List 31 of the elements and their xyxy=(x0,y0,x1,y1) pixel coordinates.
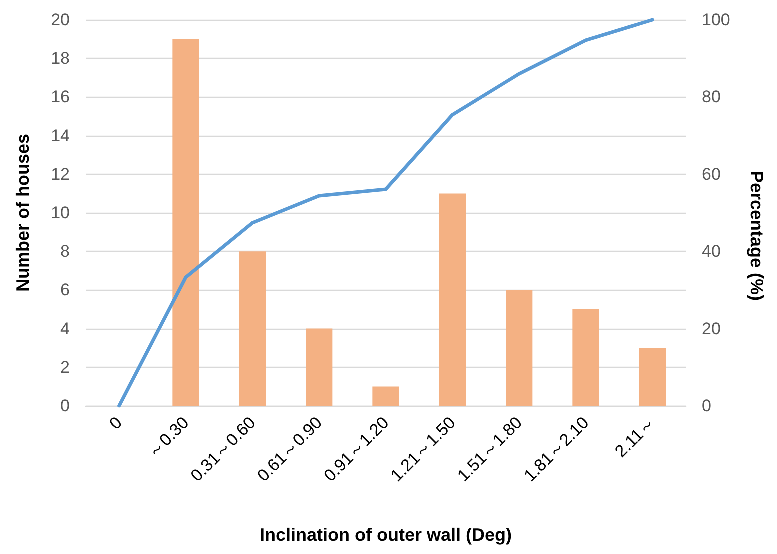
y-tick-label: 16 xyxy=(51,88,70,107)
y2-tick-label: 60 xyxy=(702,164,721,184)
bar xyxy=(639,348,666,406)
y-tick-label: 14 xyxy=(51,126,70,146)
bar xyxy=(306,328,333,406)
y-tick-label: 4 xyxy=(60,319,70,338)
y-tick-label: 2 xyxy=(60,358,70,377)
line-series xyxy=(118,18,654,408)
y-tick-label: 8 xyxy=(60,242,70,262)
bar xyxy=(439,194,466,406)
y-tick-label: 20 xyxy=(51,10,70,30)
y2-tick-label: 40 xyxy=(702,242,721,262)
x-tick-label: 2.11～ xyxy=(611,413,660,462)
x-axis-title: Inclination of outer wall (Deg) xyxy=(260,525,512,545)
bar xyxy=(572,310,600,406)
bar xyxy=(506,290,533,406)
y-tick-label: 6 xyxy=(60,280,70,300)
y2-tick-label: 100 xyxy=(702,10,730,30)
y-axis-title: Number of houses xyxy=(13,134,33,292)
bar xyxy=(172,39,200,406)
y2-tick-label: 20 xyxy=(702,319,721,338)
bar xyxy=(239,252,266,406)
bar xyxy=(372,386,400,406)
y-tick-label: 0 xyxy=(60,396,70,416)
y2-axis-title: Percentage (%) xyxy=(747,170,767,302)
y2-tick-label: 80 xyxy=(702,88,721,107)
y-tick-label: 18 xyxy=(51,49,70,68)
y-tick-label: 12 xyxy=(51,164,70,184)
x-tick-label: 0 xyxy=(106,413,126,434)
y-tick-label: 10 xyxy=(51,204,70,222)
y2-tick-label: 0 xyxy=(702,396,712,416)
